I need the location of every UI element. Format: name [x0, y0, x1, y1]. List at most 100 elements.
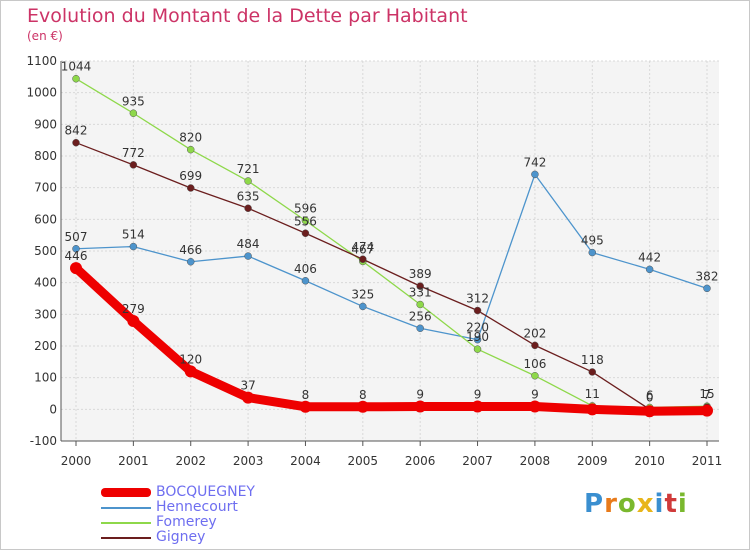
data-label: 8 — [359, 388, 367, 402]
y-tick-label: 400 — [34, 276, 57, 290]
x-tick-label: 2000 — [61, 454, 92, 468]
chart-title: Evolution du Montant de la Dette par Hab… — [27, 5, 468, 27]
data-label: 935 — [122, 94, 145, 108]
y-tick-label: 700 — [34, 181, 57, 195]
data-point — [416, 324, 424, 333]
y-tick-label: 900 — [34, 117, 57, 131]
data-label: 9 — [416, 387, 424, 401]
data-point — [301, 277, 310, 285]
y-tick-label: 500 — [34, 244, 57, 258]
data-point — [244, 204, 252, 212]
data-point — [528, 400, 541, 413]
data-label: 190 — [466, 330, 489, 344]
data-label: 514 — [122, 228, 145, 242]
data-point — [414, 400, 427, 413]
data-point — [473, 345, 482, 353]
y-tick-label: -100 — [30, 434, 57, 448]
y-tick-label: 800 — [34, 149, 57, 163]
x-tick-label: 2004 — [290, 454, 321, 468]
data-label: 15 — [699, 387, 714, 401]
x-tick-label: 2010 — [634, 454, 665, 468]
data-label: 11 — [585, 387, 600, 401]
data-point — [127, 314, 140, 327]
data-point — [416, 300, 424, 309]
data-label: 772 — [122, 146, 145, 160]
data-point — [70, 262, 82, 275]
series-layer — [70, 74, 713, 418]
data-point — [359, 302, 367, 311]
legend-label: Hennecourt — [156, 499, 238, 515]
logo-letter: x — [636, 489, 655, 519]
legend-swatch-hennecourt — [101, 507, 151, 509]
data-label: 279 — [122, 302, 145, 316]
y-tick-label: 200 — [34, 339, 57, 353]
data-label: 6 — [646, 388, 654, 402]
y-tick-label: 100 — [34, 371, 57, 385]
legend-label: BOCQUEGNEY — [156, 484, 255, 500]
data-label: 635 — [237, 189, 260, 203]
x-tick-label: 2002 — [175, 454, 206, 468]
data-label: 474 — [351, 240, 374, 254]
logo-letter: r — [604, 489, 618, 519]
data-label-layer: 446 279 120 37 8 8 9 9 9 507 514 466 484 406 325 256 220… — [61, 60, 719, 405]
data-label: 9 — [531, 387, 539, 401]
data-label: 466 — [179, 243, 202, 257]
data-point — [72, 138, 80, 147]
legend-label: Fomerey — [156, 514, 217, 530]
data-point — [531, 372, 539, 380]
series-line-bocquegney — [71, 263, 712, 416]
data-point — [242, 391, 255, 404]
legend-swatch-fomerey — [101, 522, 151, 524]
data-label: 507 — [65, 230, 88, 244]
x-tick-label: 2008 — [520, 454, 551, 468]
data-label: 721 — [237, 162, 260, 176]
logo-letter: i — [677, 489, 688, 519]
proxiti-logo[interactable]: Proxiti — [584, 489, 688, 519]
data-point — [471, 400, 484, 413]
data-label: 596 — [294, 202, 317, 216]
data-label: 556 — [294, 214, 317, 228]
data-point — [129, 242, 138, 251]
data-label: 842 — [65, 124, 88, 138]
y-tick-label: 1100 — [26, 54, 57, 68]
data-label: 8 — [302, 388, 310, 402]
data-point — [531, 170, 539, 179]
logo-letter: P — [584, 489, 605, 519]
y-tick-label: 300 — [34, 307, 57, 321]
data-label: 442 — [638, 250, 661, 264]
data-label: 495 — [581, 234, 604, 248]
data-point — [588, 248, 597, 257]
data-point — [186, 145, 195, 154]
data-label: 820 — [179, 131, 202, 145]
data-label: 220 — [466, 321, 489, 335]
data-label: 699 — [179, 169, 202, 183]
data-point — [244, 252, 252, 260]
data-label: 331 — [409, 286, 432, 300]
data-point — [588, 368, 597, 376]
data-label: 1044 — [61, 60, 92, 74]
data-label: 0 — [646, 390, 654, 404]
data-point — [186, 184, 195, 192]
series-line-hennecourt — [75, 173, 708, 341]
x-tick-label: 2005 — [348, 454, 379, 468]
data-point — [701, 404, 713, 417]
data-label: 484 — [237, 237, 260, 251]
x-tick-label: 2001 — [118, 454, 149, 468]
x-tick-label: 2009 — [577, 454, 608, 468]
data-label: 406 — [294, 262, 317, 276]
data-point — [186, 258, 195, 266]
data-point — [129, 109, 138, 117]
data-point — [416, 282, 424, 290]
data-point — [473, 335, 482, 344]
data-label: 446 — [65, 249, 88, 263]
data-point — [359, 255, 367, 263]
data-label: 202 — [523, 326, 546, 340]
data-label: 467 — [351, 242, 374, 256]
data-label: 325 — [351, 287, 374, 301]
data-point — [184, 365, 197, 378]
data-label: 37 — [240, 379, 255, 393]
data-point — [531, 341, 539, 350]
data-point — [72, 245, 80, 253]
